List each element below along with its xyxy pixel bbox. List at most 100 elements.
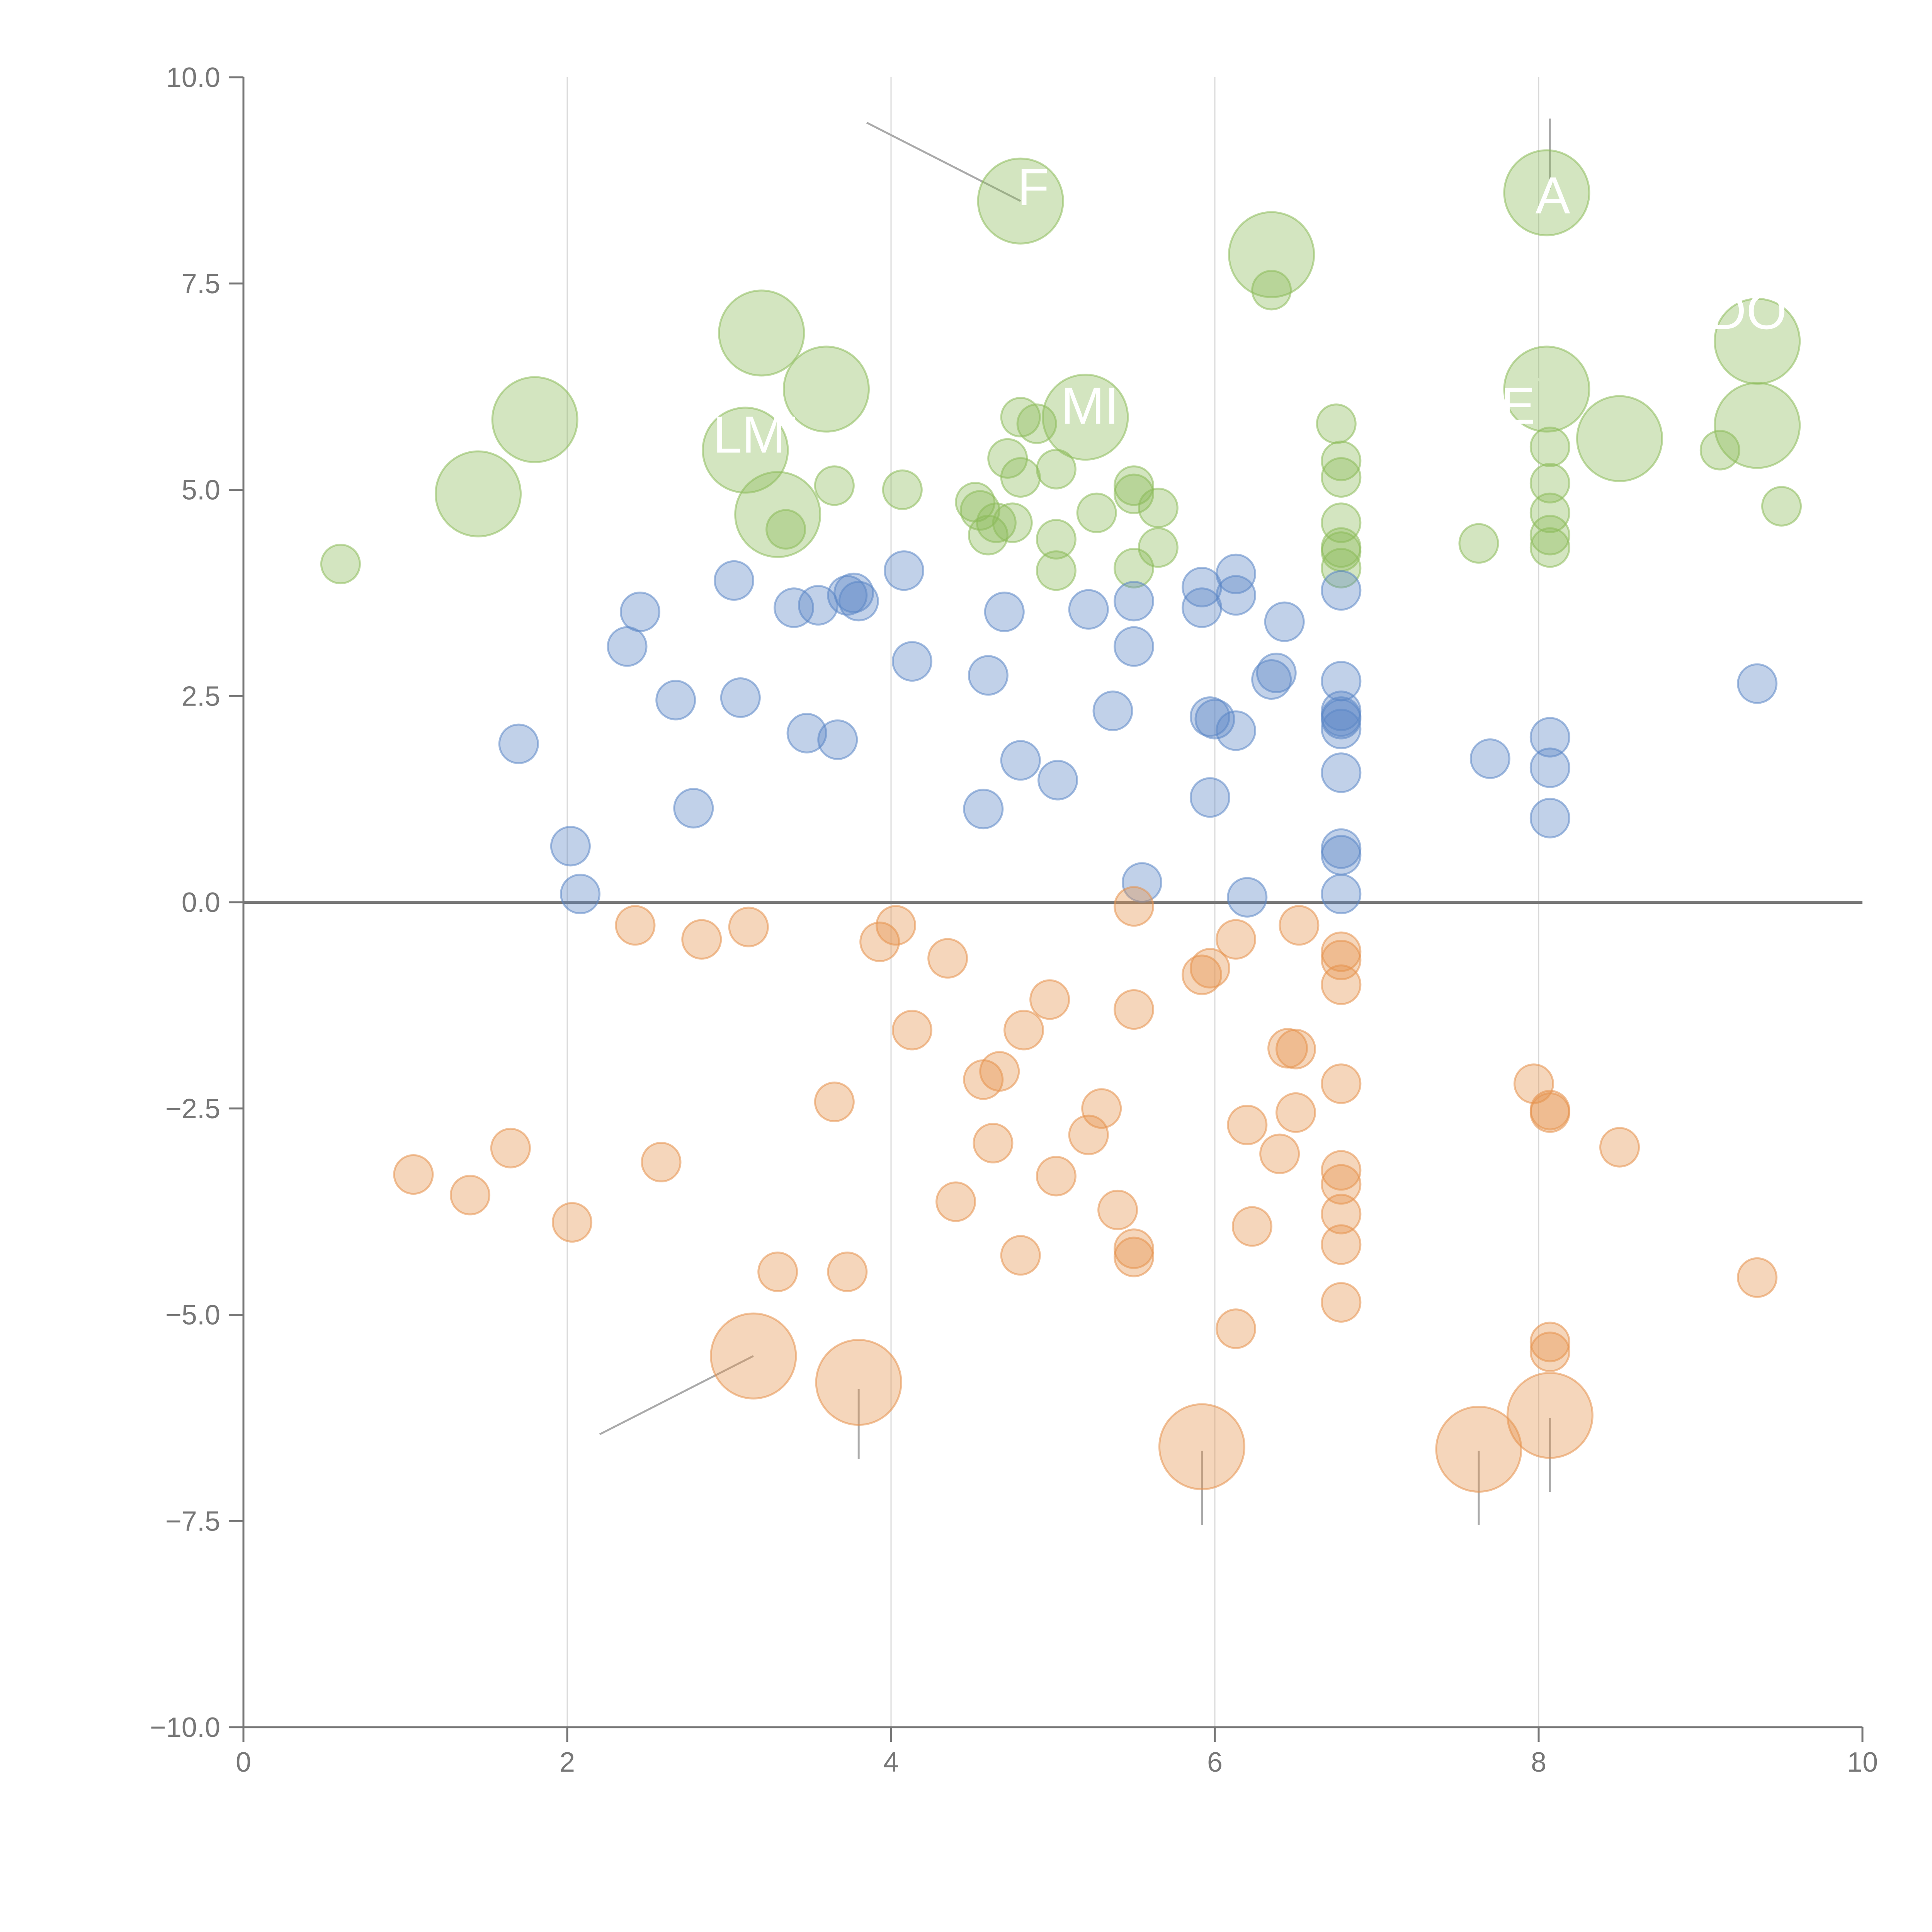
orange-point xyxy=(1279,905,1320,946)
point-label: YE xyxy=(1466,377,1535,435)
blue-point xyxy=(1529,717,1570,758)
orange-point xyxy=(876,905,917,946)
blue-point xyxy=(1321,709,1362,750)
orange-point xyxy=(1029,979,1070,1020)
orange-point xyxy=(1529,1092,1570,1133)
point-label: MI xyxy=(1061,377,1119,435)
y-tick-label: −7.5 xyxy=(165,1506,220,1537)
y-tick-label: 10.0 xyxy=(166,62,220,93)
orange-point xyxy=(1529,1332,1570,1372)
blue-point xyxy=(963,789,1004,830)
blue-point xyxy=(1215,553,1256,594)
blue-point xyxy=(1469,738,1510,779)
orange-point xyxy=(815,1339,902,1426)
orange-point xyxy=(927,938,968,979)
orange-point xyxy=(1321,1194,1362,1235)
orange-point xyxy=(973,1122,1014,1163)
orange-point xyxy=(1506,1372,1594,1459)
green-point xyxy=(1000,397,1041,438)
orange-point xyxy=(757,1251,798,1292)
blue-point xyxy=(550,826,591,867)
green-point xyxy=(1529,426,1570,467)
blue-point xyxy=(838,581,879,622)
green-point xyxy=(977,157,1064,245)
orange-point xyxy=(1276,1092,1316,1133)
leader-line xyxy=(737,514,778,520)
blue-point xyxy=(655,680,696,721)
orange-point xyxy=(1435,1406,1522,1493)
blue-point xyxy=(607,626,648,667)
blue-point xyxy=(817,719,858,760)
orange-point xyxy=(1181,954,1222,995)
green-point xyxy=(1036,449,1077,490)
x-tick-label: 0 xyxy=(236,1747,251,1778)
orange-point xyxy=(552,1202,593,1243)
orange-point xyxy=(1321,1063,1362,1104)
orange-point xyxy=(1276,1029,1316,1070)
blue-point xyxy=(1215,575,1256,616)
leader-line xyxy=(453,480,479,495)
green-point xyxy=(1138,527,1179,568)
orange-point xyxy=(393,1154,434,1195)
green-point xyxy=(1321,440,1362,481)
leader-line xyxy=(1587,427,1620,440)
blue-point xyxy=(984,591,1025,632)
green-point xyxy=(491,376,578,463)
green-point xyxy=(1000,457,1041,498)
orange-point xyxy=(1215,1308,1256,1349)
green-point xyxy=(1529,463,1570,503)
y-tick-label: 7.5 xyxy=(182,269,220,299)
blue-point xyxy=(884,550,925,591)
x-tick-label: 8 xyxy=(1531,1747,1546,1778)
orange-point xyxy=(615,905,656,946)
leader-lines xyxy=(453,118,1759,1525)
blue-point xyxy=(1251,659,1292,700)
leader-line xyxy=(866,122,1021,202)
green-point xyxy=(1321,457,1362,498)
orange-point xyxy=(1003,1010,1044,1051)
orange-point xyxy=(891,1010,932,1051)
green-point xyxy=(1503,345,1590,433)
green-point xyxy=(1529,492,1570,533)
orange-point xyxy=(1081,1088,1122,1129)
orange-point xyxy=(1097,1189,1138,1230)
green-point xyxy=(1761,486,1802,527)
blue-point xyxy=(1092,690,1133,731)
orange-point xyxy=(979,1051,1020,1092)
blue-point xyxy=(1181,587,1222,628)
blue-point xyxy=(1121,862,1162,903)
green-point xyxy=(1458,523,1499,564)
green-point xyxy=(1036,519,1077,560)
green-point xyxy=(1114,548,1154,588)
orange-point xyxy=(681,919,722,960)
blue-point xyxy=(560,874,601,915)
blue-point xyxy=(891,641,932,682)
point-label: LMI xyxy=(713,405,800,464)
orange-point xyxy=(1189,948,1230,989)
blue-point xyxy=(1737,663,1778,704)
green-point xyxy=(320,544,361,585)
x-tick-label: 2 xyxy=(560,1747,575,1778)
orange-point xyxy=(1215,919,1256,960)
blue-point xyxy=(1321,752,1362,793)
blue-point xyxy=(968,655,1009,696)
orange-point xyxy=(1227,1104,1268,1145)
green-point xyxy=(1714,382,1801,469)
green-point xyxy=(1529,515,1570,556)
green-point xyxy=(782,345,870,433)
green-point xyxy=(976,502,1017,543)
point-labels: F A DO MI YE LMI xyxy=(713,158,1787,464)
orange-point xyxy=(827,1251,868,1292)
y-tick-label: 5.0 xyxy=(182,475,220,506)
blue-point xyxy=(620,591,661,632)
blue-point xyxy=(1264,601,1305,642)
x-tick-label: 4 xyxy=(883,1747,899,1778)
blue-point xyxy=(673,788,714,829)
green-point xyxy=(702,406,789,494)
green-point xyxy=(1036,550,1077,591)
green-point xyxy=(1699,430,1740,471)
axes: 0 2 4 6 8 10 −10.0 −7.5 −5.0 −2.5 0.0 2.5 5.0 7.5 10.0 xyxy=(150,62,1878,1778)
blue-point xyxy=(498,723,539,764)
blue-point xyxy=(1227,877,1268,918)
point-label: F xyxy=(1017,158,1049,216)
